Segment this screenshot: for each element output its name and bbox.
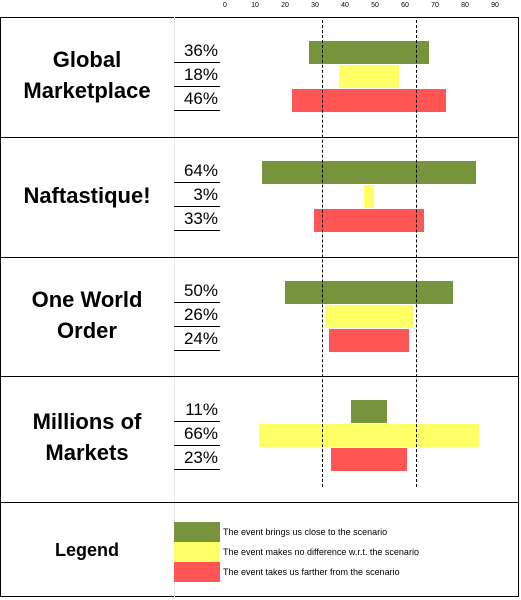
axis-tick-label: 20 xyxy=(281,2,289,9)
bar-none xyxy=(258,424,480,447)
axis-tick-label: 90 xyxy=(491,2,499,9)
percent-label: 11% xyxy=(174,399,220,422)
axis-tick-label: 80 xyxy=(461,2,469,9)
bar-farther xyxy=(328,329,410,352)
bar-close xyxy=(308,41,430,64)
scenario-title-line: Marketplace xyxy=(23,78,151,103)
bar-farther xyxy=(330,448,408,471)
legend-title: Legend xyxy=(54,540,119,560)
scenario-title: Naftastique! xyxy=(0,180,174,211)
legend-entry: The event makes no difference w.r.t. the… xyxy=(223,547,419,557)
axis-tick-label: 0 xyxy=(223,2,227,9)
legend-entry: The event brings us close to the scenari… xyxy=(223,527,388,537)
scenario-title: One World Order xyxy=(0,284,174,346)
chart-frame xyxy=(0,17,519,597)
axis-tick-label: 60 xyxy=(401,2,409,9)
section-divider xyxy=(0,257,519,258)
legend-swatch xyxy=(174,562,220,582)
axis-tick-label: 40 xyxy=(341,2,349,9)
bar-none xyxy=(338,65,400,88)
bar-farther xyxy=(292,89,446,112)
bar-none xyxy=(363,185,374,208)
axis-tick-label: 30 xyxy=(311,2,319,9)
section-divider xyxy=(0,502,519,503)
reference-line xyxy=(416,20,417,487)
bar-close xyxy=(261,161,477,184)
bar-close xyxy=(350,400,388,423)
scenario-title-line: Millions of xyxy=(32,409,142,434)
section-divider xyxy=(0,376,519,377)
bar-close xyxy=(285,281,453,304)
percent-label: 3% xyxy=(174,184,220,207)
axis-tick-label: 10 xyxy=(251,2,259,9)
scenario-title: Global Marketplace xyxy=(0,44,174,106)
scenario-title-line: Naftastique! xyxy=(23,182,151,208)
percent-label: 33% xyxy=(174,208,220,231)
scenario-title: Millions of Markets xyxy=(0,406,174,468)
percent-label: 18% xyxy=(174,64,220,87)
percent-label: 23% xyxy=(174,447,220,470)
percent-label: 66% xyxy=(174,423,220,446)
percent-label: 24% xyxy=(174,328,220,351)
bar-none xyxy=(325,305,413,328)
scenario-title-line: Global xyxy=(52,47,122,72)
legend-entry: The event takes us farther from the scen… xyxy=(223,567,400,577)
percent-label: 64% xyxy=(174,160,220,183)
bar-farther xyxy=(313,209,425,232)
scenario-title-line: One World xyxy=(31,286,143,312)
axis-tick-label: 70 xyxy=(431,2,439,9)
legend-swatch xyxy=(174,522,220,542)
legend-swatch xyxy=(174,542,220,562)
section-divider xyxy=(0,137,519,138)
scenario-title-line: Markets xyxy=(45,440,129,465)
percent-label: 50% xyxy=(174,280,220,303)
column-divider xyxy=(174,17,175,597)
reference-line xyxy=(322,20,323,487)
percent-label: 26% xyxy=(174,304,220,327)
scenario-title-line: Order xyxy=(57,317,117,343)
percent-label: 36% xyxy=(174,40,220,63)
axis-tick-label: 50 xyxy=(371,2,379,9)
percent-label: 46% xyxy=(174,88,220,111)
